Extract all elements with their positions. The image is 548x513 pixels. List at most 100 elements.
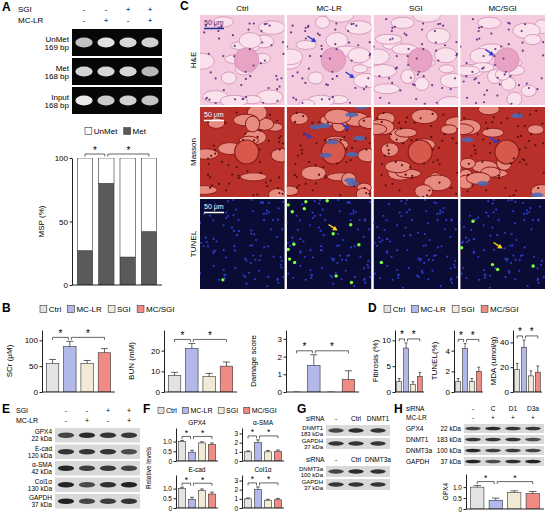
tunel-positive [350, 281, 353, 284]
band-size: 37 kDa [440, 458, 461, 465]
nucleus [215, 102, 217, 104]
band-size: 130 kDa [28, 485, 53, 492]
column-header: MC/SGI [488, 4, 516, 13]
image-ground [374, 199, 459, 289]
nucleus [213, 145, 215, 147]
nucleus [233, 245, 235, 247]
nucleus [318, 226, 320, 228]
axis-line [242, 476, 243, 509]
image-ground [460, 15, 545, 105]
nucleus [291, 25, 293, 27]
significance-star: * [513, 473, 517, 483]
nucleus [318, 203, 320, 205]
nucleus [438, 181, 440, 183]
nucleus [324, 175, 326, 177]
band [79, 498, 95, 504]
nucleus [364, 282, 366, 284]
error-bar [190, 450, 194, 452]
nucleus [367, 266, 369, 268]
significance-star: * [126, 145, 130, 156]
legend-label: SGI [226, 407, 238, 414]
nucleus [364, 187, 366, 189]
band [121, 482, 137, 488]
nucleus [281, 260, 283, 262]
nucleus [494, 48, 496, 50]
nucleus [249, 22, 251, 24]
micrograph [374, 199, 459, 289]
nucleus [537, 279, 539, 281]
nucleus [420, 258, 422, 260]
nucleus [425, 210, 427, 212]
nucleus [335, 48, 337, 50]
nucleus [366, 264, 368, 266]
nucleus [363, 120, 365, 122]
nucleus [334, 29, 336, 31]
tick-label: 50 [59, 218, 68, 227]
nucleus [364, 219, 366, 221]
nucleus [537, 219, 539, 221]
nucleus [432, 259, 434, 261]
significance-star: * [471, 330, 475, 341]
nucleus [275, 75, 277, 77]
tunel-positive [357, 243, 360, 246]
nucleus [379, 241, 381, 243]
nucleus [233, 55, 235, 57]
tick-label: 0 [168, 505, 172, 512]
legend-label: Ctrl [49, 305, 62, 314]
nucleus [310, 277, 312, 279]
nucleus [419, 117, 421, 119]
nucleus [319, 214, 321, 216]
nucleus [463, 226, 465, 228]
nucleus [261, 41, 263, 43]
significance-star: * [251, 474, 255, 484]
nucleus [363, 236, 365, 238]
nucleus [369, 54, 371, 56]
bar-segment [141, 232, 156, 285]
tunel-positive [334, 274, 337, 277]
nucleus [332, 96, 334, 98]
tick-label: 2 [234, 486, 238, 493]
tick-mark [162, 392, 165, 393]
nucleus [496, 234, 498, 236]
nucleus [301, 203, 303, 205]
legend-label: MC/SGI [252, 407, 277, 414]
tubule [413, 15, 441, 22]
nucleus [259, 129, 261, 131]
nucleus [412, 83, 414, 85]
tubule [395, 128, 417, 137]
band [465, 460, 481, 464]
nucleus [524, 125, 526, 127]
nucleus [279, 149, 281, 151]
condition-label: MC-LR [16, 417, 38, 424]
nucleus [209, 215, 211, 217]
tubule [208, 118, 225, 129]
significance-star: * [330, 341, 334, 352]
nucleus [325, 83, 327, 85]
y-axis: 02040 [500, 331, 513, 398]
nucleus [500, 45, 502, 47]
nucleus [307, 26, 309, 28]
error-bar [492, 498, 499, 500]
tick-label: 10 [382, 336, 391, 345]
nucleus [272, 219, 274, 221]
nucleus [331, 71, 333, 73]
condition-label: SGI [16, 407, 28, 414]
glomerulus [408, 140, 432, 164]
nucleus [436, 159, 438, 161]
nucleus [515, 259, 517, 261]
legend-swatch [68, 306, 75, 313]
band [58, 432, 74, 438]
nucleus [265, 213, 267, 215]
legend-swatch [85, 128, 92, 135]
nucleus [406, 116, 408, 118]
blot-strip [464, 457, 544, 466]
nucleus [477, 217, 479, 219]
tick-label: 0 [234, 505, 238, 512]
condition-label: MC-LR [406, 414, 427, 421]
nucleus [252, 254, 254, 256]
tick: 3 [234, 430, 242, 437]
nucleus [320, 45, 322, 47]
nucleus [450, 219, 452, 221]
nucleus [411, 219, 413, 221]
axis-line [72, 159, 73, 286]
